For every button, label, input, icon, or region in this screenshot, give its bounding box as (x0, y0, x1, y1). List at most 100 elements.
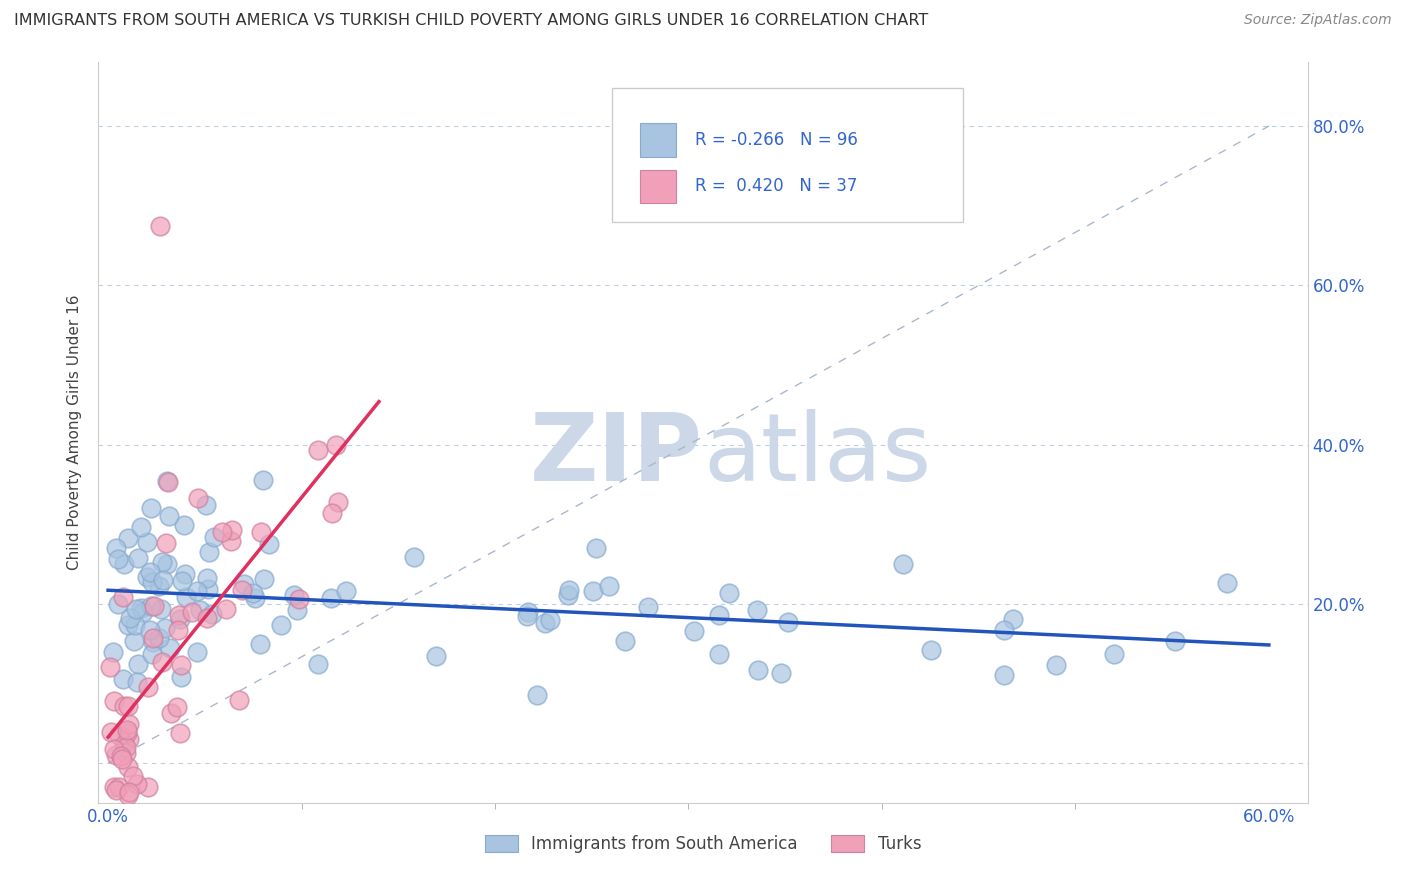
Point (321, 506, 343, 520)
Point (335, 584, 357, 599)
Point (142, 634, 165, 648)
Point (122, 633, 145, 648)
Point (1102, 647, 1125, 661)
Point (1002, 612, 1025, 626)
Point (107, 552, 129, 566)
Point (1164, 634, 1187, 648)
Point (127, 550, 149, 565)
Point (150, 555, 173, 569)
Point (139, 599, 162, 613)
Point (104, 541, 127, 555)
Point (425, 649, 447, 664)
Point (402, 549, 425, 564)
Point (117, 532, 139, 546)
Point (215, 602, 238, 616)
Point (129, 520, 152, 534)
Point (110, 749, 132, 764)
Point (197, 582, 219, 596)
Point (127, 657, 149, 671)
Point (153, 621, 176, 635)
Point (125, 674, 148, 689)
Point (150, 655, 173, 669)
Point (195, 571, 218, 585)
Point (117, 760, 139, 774)
Point (132, 605, 155, 619)
Point (111, 752, 134, 766)
Point (613, 633, 636, 648)
Point (201, 607, 224, 621)
Point (326, 494, 349, 508)
Point (993, 668, 1015, 682)
Point (129, 601, 152, 615)
Point (105, 782, 128, 797)
Point (186, 583, 208, 598)
Point (557, 588, 579, 602)
Point (707, 648, 730, 662)
Point (142, 599, 165, 613)
Point (103, 780, 125, 794)
Point (190, 603, 212, 617)
Point (585, 541, 607, 556)
Point (125, 601, 148, 615)
Point (747, 663, 769, 677)
Point (195, 498, 218, 512)
Point (516, 608, 538, 623)
Text: IMMIGRANTS FROM SOUTH AMERICA VS TURKISH CHILD POVERTY AMONG GIRLS UNDER 16 CORR: IMMIGRANTS FROM SOUTH AMERICA VS TURKISH… (14, 13, 928, 29)
Point (718, 586, 741, 600)
Point (1045, 658, 1067, 673)
Point (135, 535, 157, 549)
Point (202, 530, 225, 544)
Point (307, 442, 329, 457)
Point (231, 583, 253, 598)
Point (1216, 575, 1239, 590)
Point (252, 474, 274, 488)
Point (141, 647, 163, 661)
Point (115, 723, 138, 737)
Point (112, 558, 135, 572)
Point (582, 584, 605, 599)
Point (170, 657, 193, 672)
Point (166, 700, 188, 714)
Point (141, 574, 163, 589)
Point (159, 640, 181, 655)
Point (103, 742, 125, 756)
Point (169, 612, 191, 626)
Point (180, 605, 202, 619)
Point (538, 613, 561, 627)
Point (139, 623, 162, 637)
Point (155, 535, 177, 549)
Point (891, 558, 914, 572)
Point (101, 645, 124, 659)
Point (219, 533, 242, 548)
Point (136, 780, 159, 794)
Point (167, 624, 190, 638)
Point (117, 618, 139, 632)
Point (170, 574, 193, 589)
Point (108, 780, 131, 794)
Point (103, 694, 125, 708)
Point (108, 728, 131, 742)
Point (232, 577, 254, 591)
Point (124, 618, 146, 632)
Point (637, 600, 659, 615)
Point (156, 557, 179, 571)
Point (526, 688, 548, 702)
Point (517, 605, 540, 619)
Legend: Immigrants from South America, Turks: Immigrants from South America, Turks (477, 826, 929, 861)
Point (558, 583, 581, 598)
Point (249, 524, 271, 539)
Point (120, 610, 142, 624)
Point (107, 597, 129, 611)
Point (186, 645, 208, 659)
Point (174, 590, 197, 604)
Point (173, 518, 195, 533)
Point (993, 623, 1015, 637)
Point (136, 570, 159, 584)
Point (112, 699, 135, 714)
Point (776, 615, 799, 630)
Point (112, 590, 135, 604)
Point (283, 588, 305, 602)
Point (142, 631, 165, 645)
Point (148, 631, 170, 645)
Point (138, 565, 160, 579)
